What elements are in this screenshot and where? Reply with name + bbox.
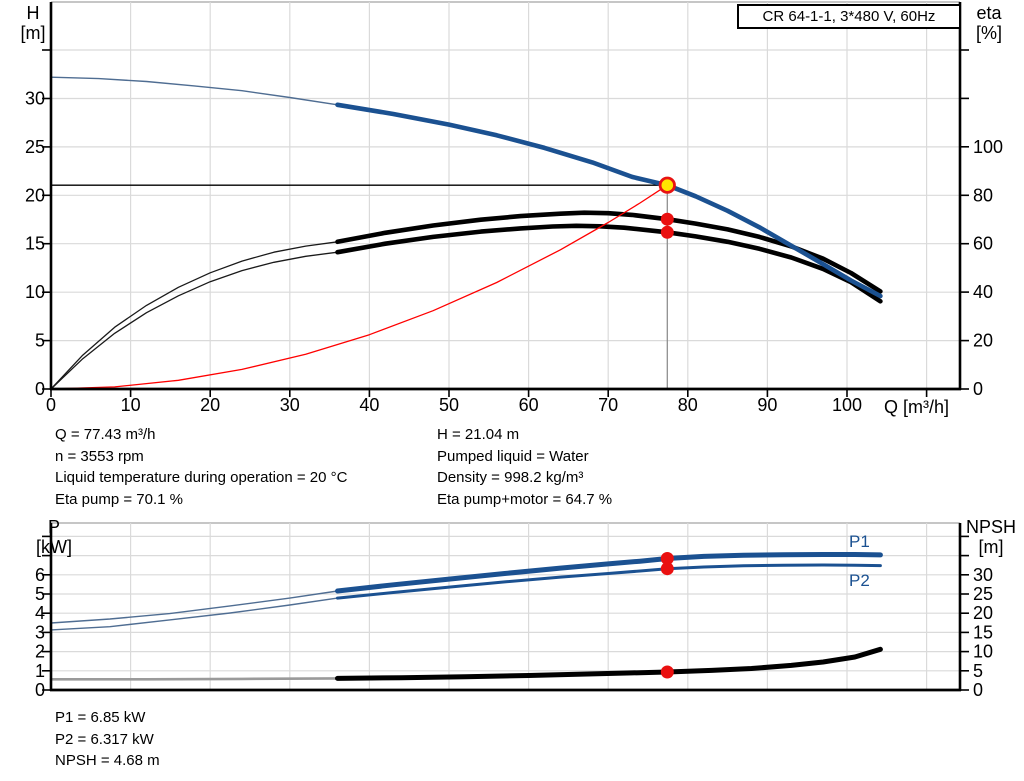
npsh-curve-thick (335, 646, 883, 681)
q-axis-label: Q [m³/h] (884, 397, 950, 417)
h-axis-label-symbol: H (26, 3, 40, 23)
eta-axis-label-symbol: eta (976, 3, 1002, 23)
eta-pump-motor-duty-dot (660, 225, 674, 239)
p1-curve-thick (335, 552, 883, 594)
right-tick-label: 5 (973, 661, 983, 681)
npsh-axis-label-symbol: NPSH (965, 517, 1016, 537)
left-tick-label: 1 (35, 661, 45, 681)
readout-npsh: NPSH = 4.68 m (55, 752, 160, 769)
right-tick-label: 20 (973, 331, 993, 351)
left-tick-label: 5 (35, 331, 45, 351)
x-tick-label: 10 (121, 395, 141, 415)
p1-series-label: P1 (849, 532, 870, 551)
npsh-axis-label: NPSH [m] (960, 517, 1022, 557)
qh-curve-thin (50, 76, 339, 106)
duty-point-marker[interactable] (658, 176, 676, 194)
readout-p1: P1 = 6.85 kW (55, 709, 146, 726)
x-tick-label: 40 (359, 395, 379, 415)
readout-speed: n = 3553 rpm (55, 447, 144, 465)
right-tick-label: 15 (973, 622, 993, 642)
p2-curve-thin (50, 597, 339, 631)
left-tick-label: 25 (25, 137, 45, 157)
left-tick-label: 10 (25, 282, 45, 302)
readout-eta-pump-motor: Eta pump+motor = 64.7 % (437, 490, 613, 508)
x-tick-label: 60 (519, 395, 539, 415)
left-tick-label: 2 (35, 642, 45, 662)
duty-readout-right: H = 21.04 m Pumped liquid = Water Densit… (437, 424, 612, 510)
left-tick-label: 5 (35, 584, 45, 604)
eta-pump-duty-dot (660, 212, 674, 226)
h-axis-label: H [m] (14, 3, 52, 43)
readout-flow: Q = 77.43 m³/h (55, 426, 156, 443)
readout-head: H = 21.04 m (437, 426, 520, 443)
eta-pump-motor-curve-thick (335, 223, 883, 304)
right-tick-label: 40 (973, 282, 993, 302)
right-tick-label: 30 (973, 565, 993, 585)
left-tick-label: 0 (35, 680, 45, 700)
left-tick-label: 4 (35, 603, 45, 623)
eta-axis-label-unit: [%] (975, 23, 1002, 43)
left-tick-label: 6 (35, 565, 45, 585)
x-tick-label: 30 (280, 395, 300, 415)
right-tick-label: 0 (973, 680, 983, 700)
x-tick-label: 50 (439, 395, 459, 415)
readout-pumped-liquid: Pumped liquid = Water (437, 447, 589, 465)
left-tick-label: 20 (25, 185, 45, 205)
right-tick-label: 80 (973, 185, 993, 205)
p-axis-label: P [kW] (30, 517, 78, 557)
right-tick-label: 100 (973, 137, 1003, 157)
left-tick-label: 0 (35, 379, 45, 399)
readout-p2: P2 = 6.317 kW (55, 730, 154, 748)
p-axis-label-symbol: P (47, 517, 60, 537)
x-tick-label: 100 (832, 395, 862, 415)
right-tick-label: 0 (973, 379, 983, 399)
readout-eta-pump: Eta pump = 70.1 % (55, 490, 183, 508)
qh-curve-thick (335, 102, 883, 299)
readout-liquid-temperature: Liquid temperature during operation = 20… (55, 469, 348, 486)
p1-curve-thin (50, 590, 339, 624)
right-tick-label: 25 (973, 584, 993, 604)
system-curve (50, 184, 668, 390)
eta-axis-label: eta [%] (966, 3, 1012, 43)
readout-density: Density = 998.2 kg/m³ (437, 469, 584, 486)
x-tick-label: 80 (678, 395, 698, 415)
p1-duty-dot (660, 552, 674, 565)
h-axis-label-unit: [m] (20, 23, 46, 43)
duty-readout-left: Q = 77.43 m³/h n = 3553 rpm Liquid tempe… (55, 424, 347, 510)
right-tick-label: 60 (973, 234, 993, 254)
x-tick-label: 90 (757, 395, 777, 415)
power-readout: P1 = 6.85 kW P2 = 6.317 kW NPSH = 4.68 m (55, 707, 160, 772)
eta-pump-curve-thin (50, 241, 339, 390)
left-tick-label: 3 (35, 622, 45, 642)
left-tick-label: 15 (25, 234, 45, 254)
p2-series-label: P2 (849, 571, 870, 590)
p2-duty-dot (660, 562, 674, 576)
npsh-curve-thin (49, 677, 339, 681)
npsh-axis-label-unit: [m] (978, 537, 1004, 557)
left-tick-label: 30 (25, 89, 45, 109)
eta-pump-motor-curve-thin (50, 251, 339, 390)
x-tick-label: 70 (598, 395, 618, 415)
p2-curve-thick (336, 563, 882, 600)
right-tick-label: 10 (973, 642, 993, 662)
x-tick-label: 0 (46, 395, 56, 415)
p-axis-label-unit: [kW] (36, 537, 72, 557)
x-tick-label: 20 (200, 395, 220, 415)
right-tick-label: 20 (973, 603, 993, 623)
npsh-duty-dot (660, 665, 674, 679)
pump-model-badge: CR 64-1-1, 3*480 V, 60Hz (737, 4, 961, 29)
